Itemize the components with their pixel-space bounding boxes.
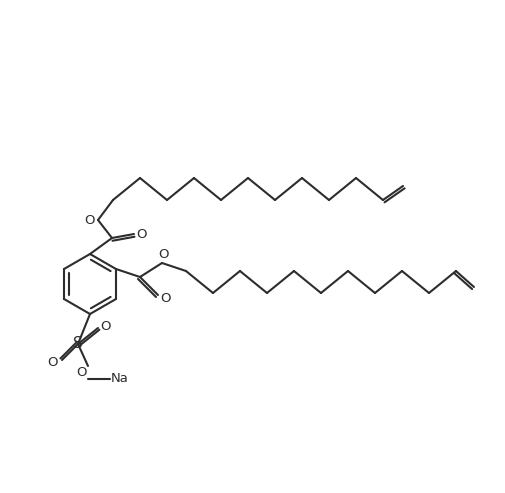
- Text: O: O: [84, 213, 95, 226]
- Text: O: O: [100, 319, 111, 332]
- Text: O: O: [47, 356, 58, 369]
- Text: O: O: [77, 366, 87, 380]
- Text: O: O: [161, 291, 171, 305]
- Text: S: S: [73, 337, 83, 352]
- Text: Na: Na: [111, 373, 129, 386]
- Text: O: O: [159, 248, 169, 261]
- Text: O: O: [136, 227, 147, 241]
